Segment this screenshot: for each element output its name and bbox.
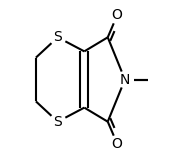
Text: S: S bbox=[53, 30, 62, 44]
Text: S: S bbox=[53, 115, 62, 129]
Text: N: N bbox=[120, 73, 130, 86]
Text: O: O bbox=[112, 8, 123, 22]
Text: O: O bbox=[112, 137, 123, 151]
